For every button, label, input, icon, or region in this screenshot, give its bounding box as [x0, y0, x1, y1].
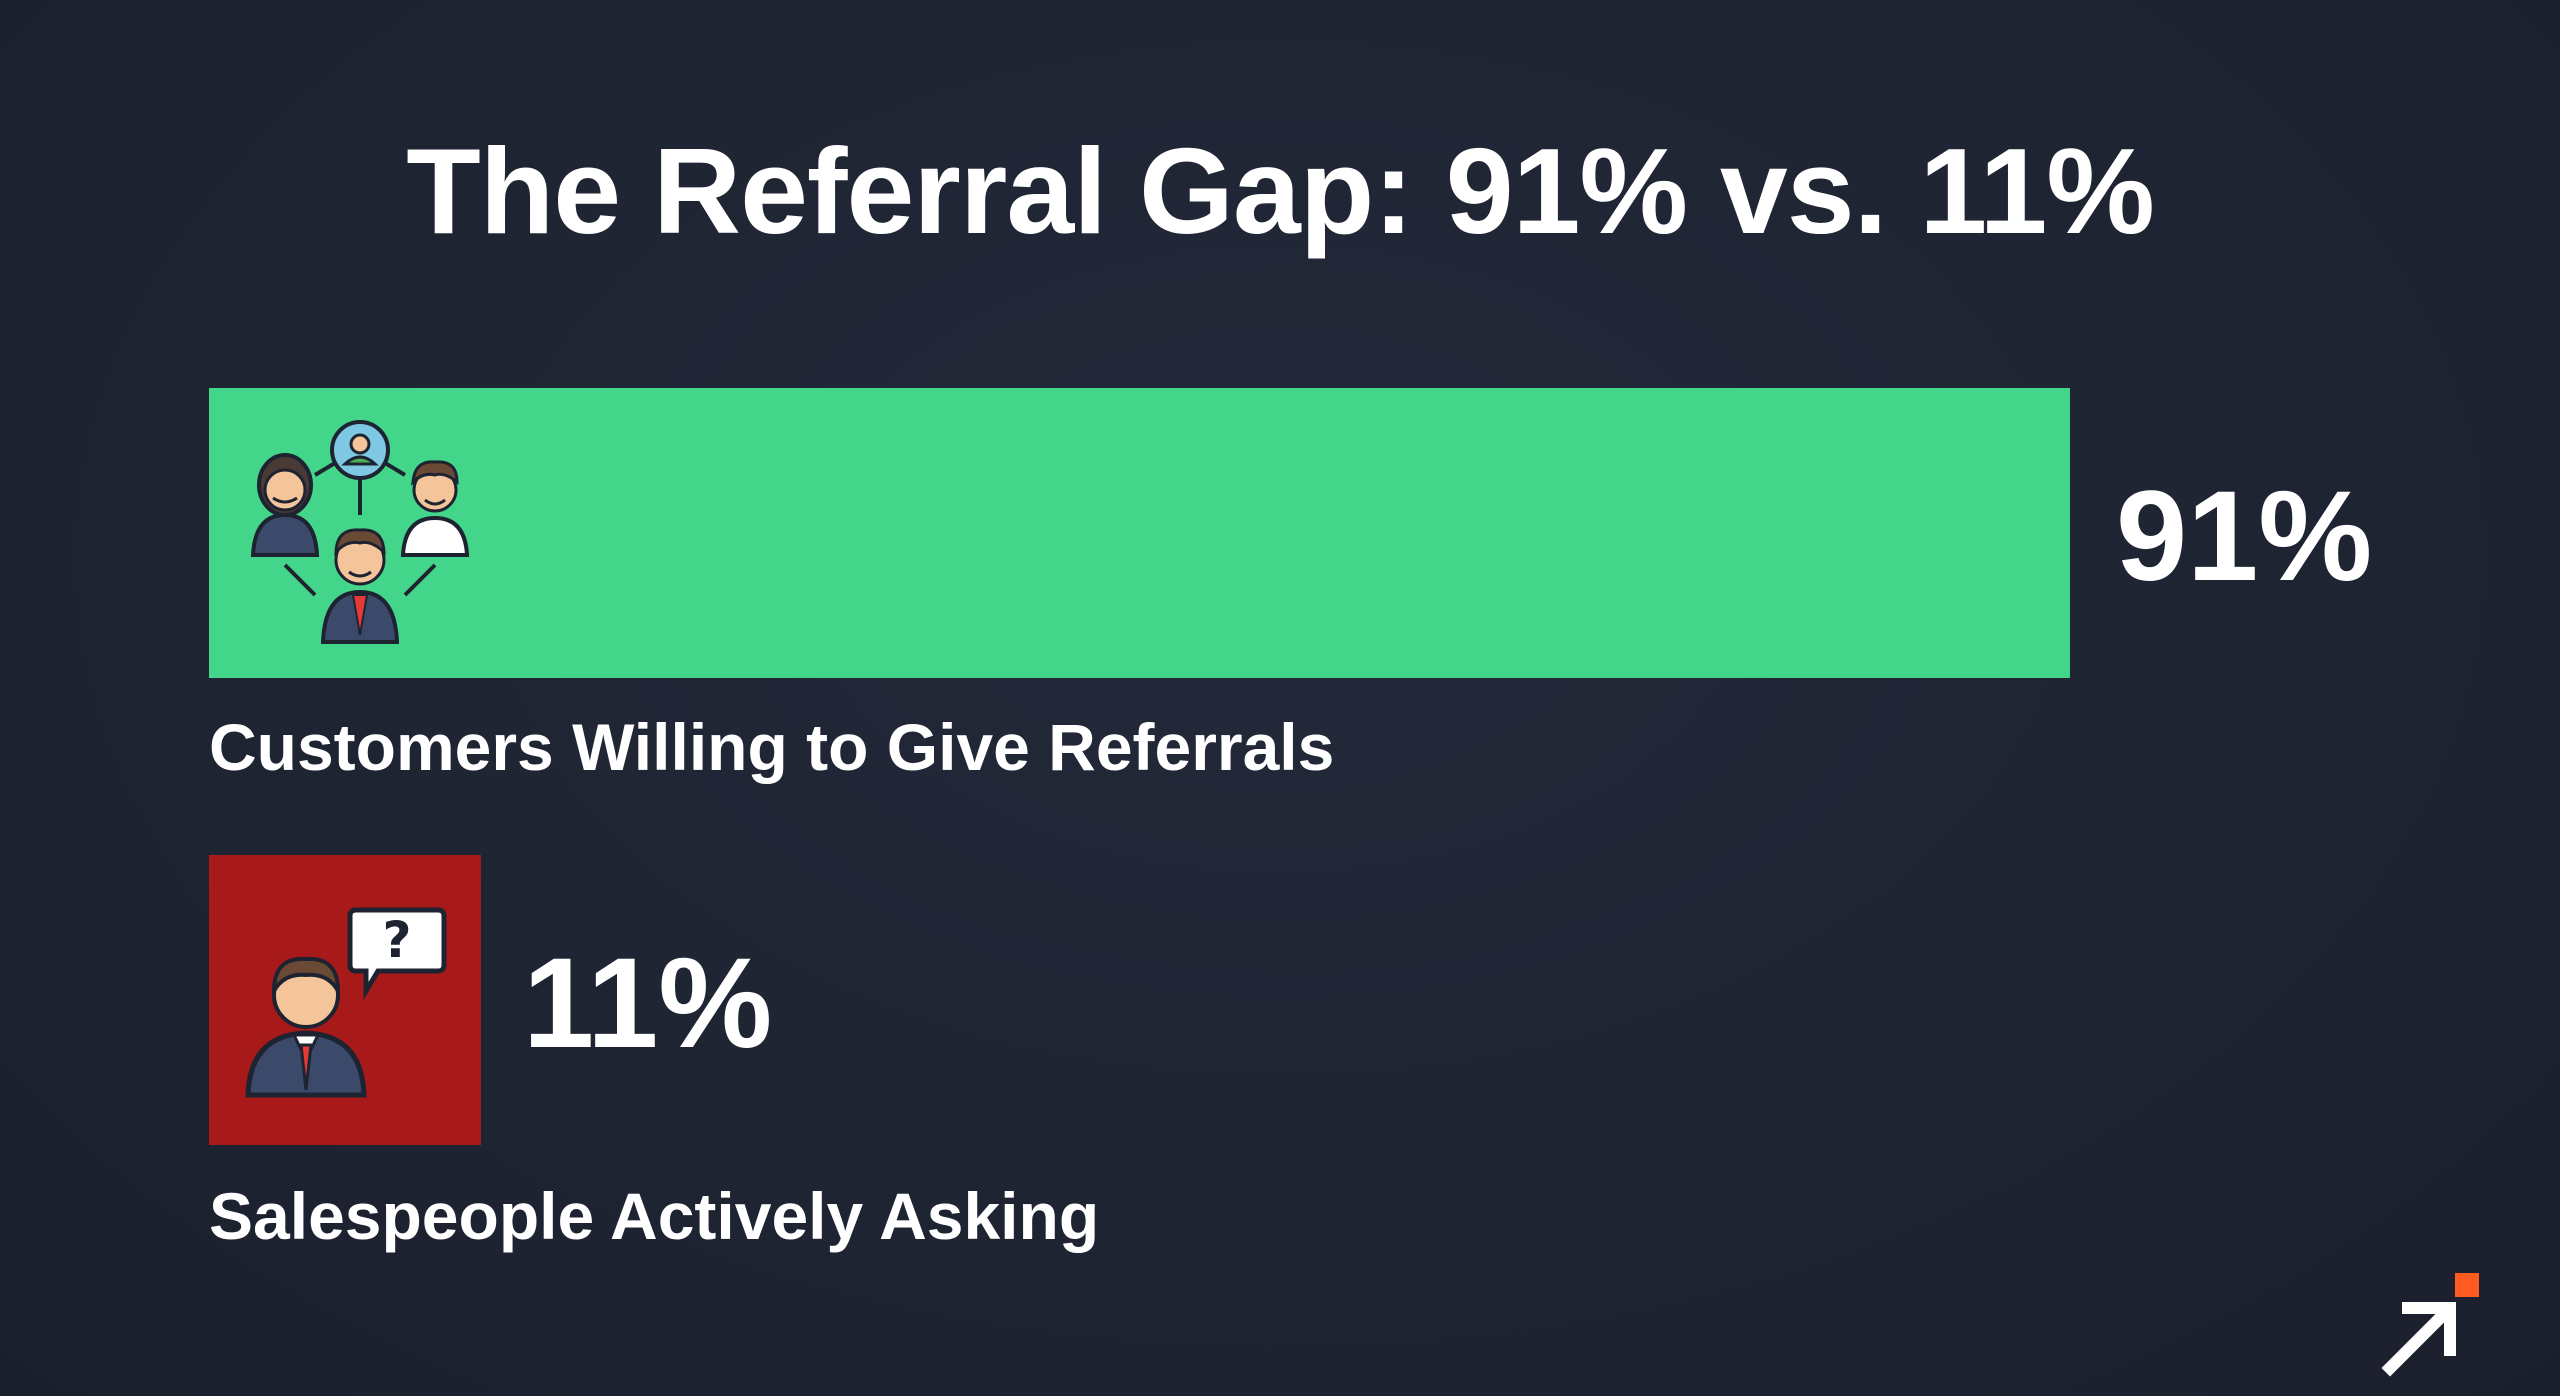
category-label-salespeople: Salespeople Actively Asking	[209, 1179, 1100, 1253]
value-label-salespeople: 11%	[523, 932, 773, 1075]
chart-title: The Referral Gap: 91% vs. 11%	[406, 123, 2155, 259]
value-label-customers: 91%	[2115, 465, 2373, 608]
svg-text:?: ?	[382, 911, 411, 969]
bar-customers	[209, 388, 2070, 678]
brand-arrow-logo	[2381, 1273, 2479, 1377]
customer-network-icon	[250, 420, 470, 644]
category-label-customers: Customers Willing to Give Referrals	[209, 710, 1335, 784]
salesperson-question-icon: ?	[245, 907, 447, 1098]
